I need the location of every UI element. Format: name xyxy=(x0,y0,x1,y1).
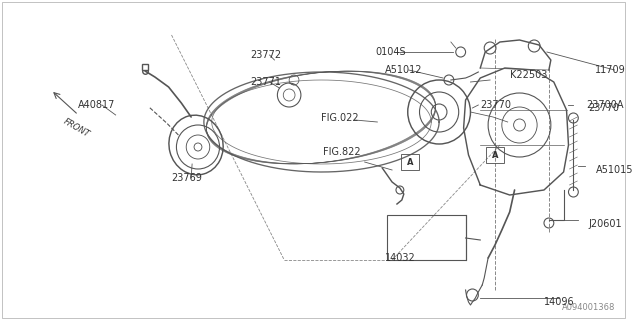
Text: 11709: 11709 xyxy=(595,65,626,75)
Text: 14032: 14032 xyxy=(385,253,416,263)
Text: A: A xyxy=(492,150,498,159)
Text: FRONT: FRONT xyxy=(61,117,91,139)
Text: 23771: 23771 xyxy=(250,77,281,87)
Text: J20601: J20601 xyxy=(588,219,621,229)
Bar xyxy=(486,147,504,163)
Text: A51012: A51012 xyxy=(385,65,422,75)
Text: FIG.022: FIG.022 xyxy=(321,113,359,123)
Text: 23772: 23772 xyxy=(250,50,281,60)
Text: K22503: K22503 xyxy=(509,70,547,80)
Text: A094001368: A094001368 xyxy=(562,303,616,312)
Text: A40817: A40817 xyxy=(79,100,116,110)
Text: 23770: 23770 xyxy=(588,103,619,113)
Text: A51015: A51015 xyxy=(596,165,634,175)
Text: A: A xyxy=(406,157,413,166)
Bar xyxy=(387,215,465,260)
Text: 23769: 23769 xyxy=(172,173,202,183)
Text: FIG.822: FIG.822 xyxy=(323,147,361,157)
Text: 23700A: 23700A xyxy=(586,100,623,110)
Text: 23770: 23770 xyxy=(480,100,511,110)
Bar xyxy=(401,154,419,170)
Text: 14096: 14096 xyxy=(544,297,575,307)
Text: 0104S: 0104S xyxy=(376,47,406,57)
